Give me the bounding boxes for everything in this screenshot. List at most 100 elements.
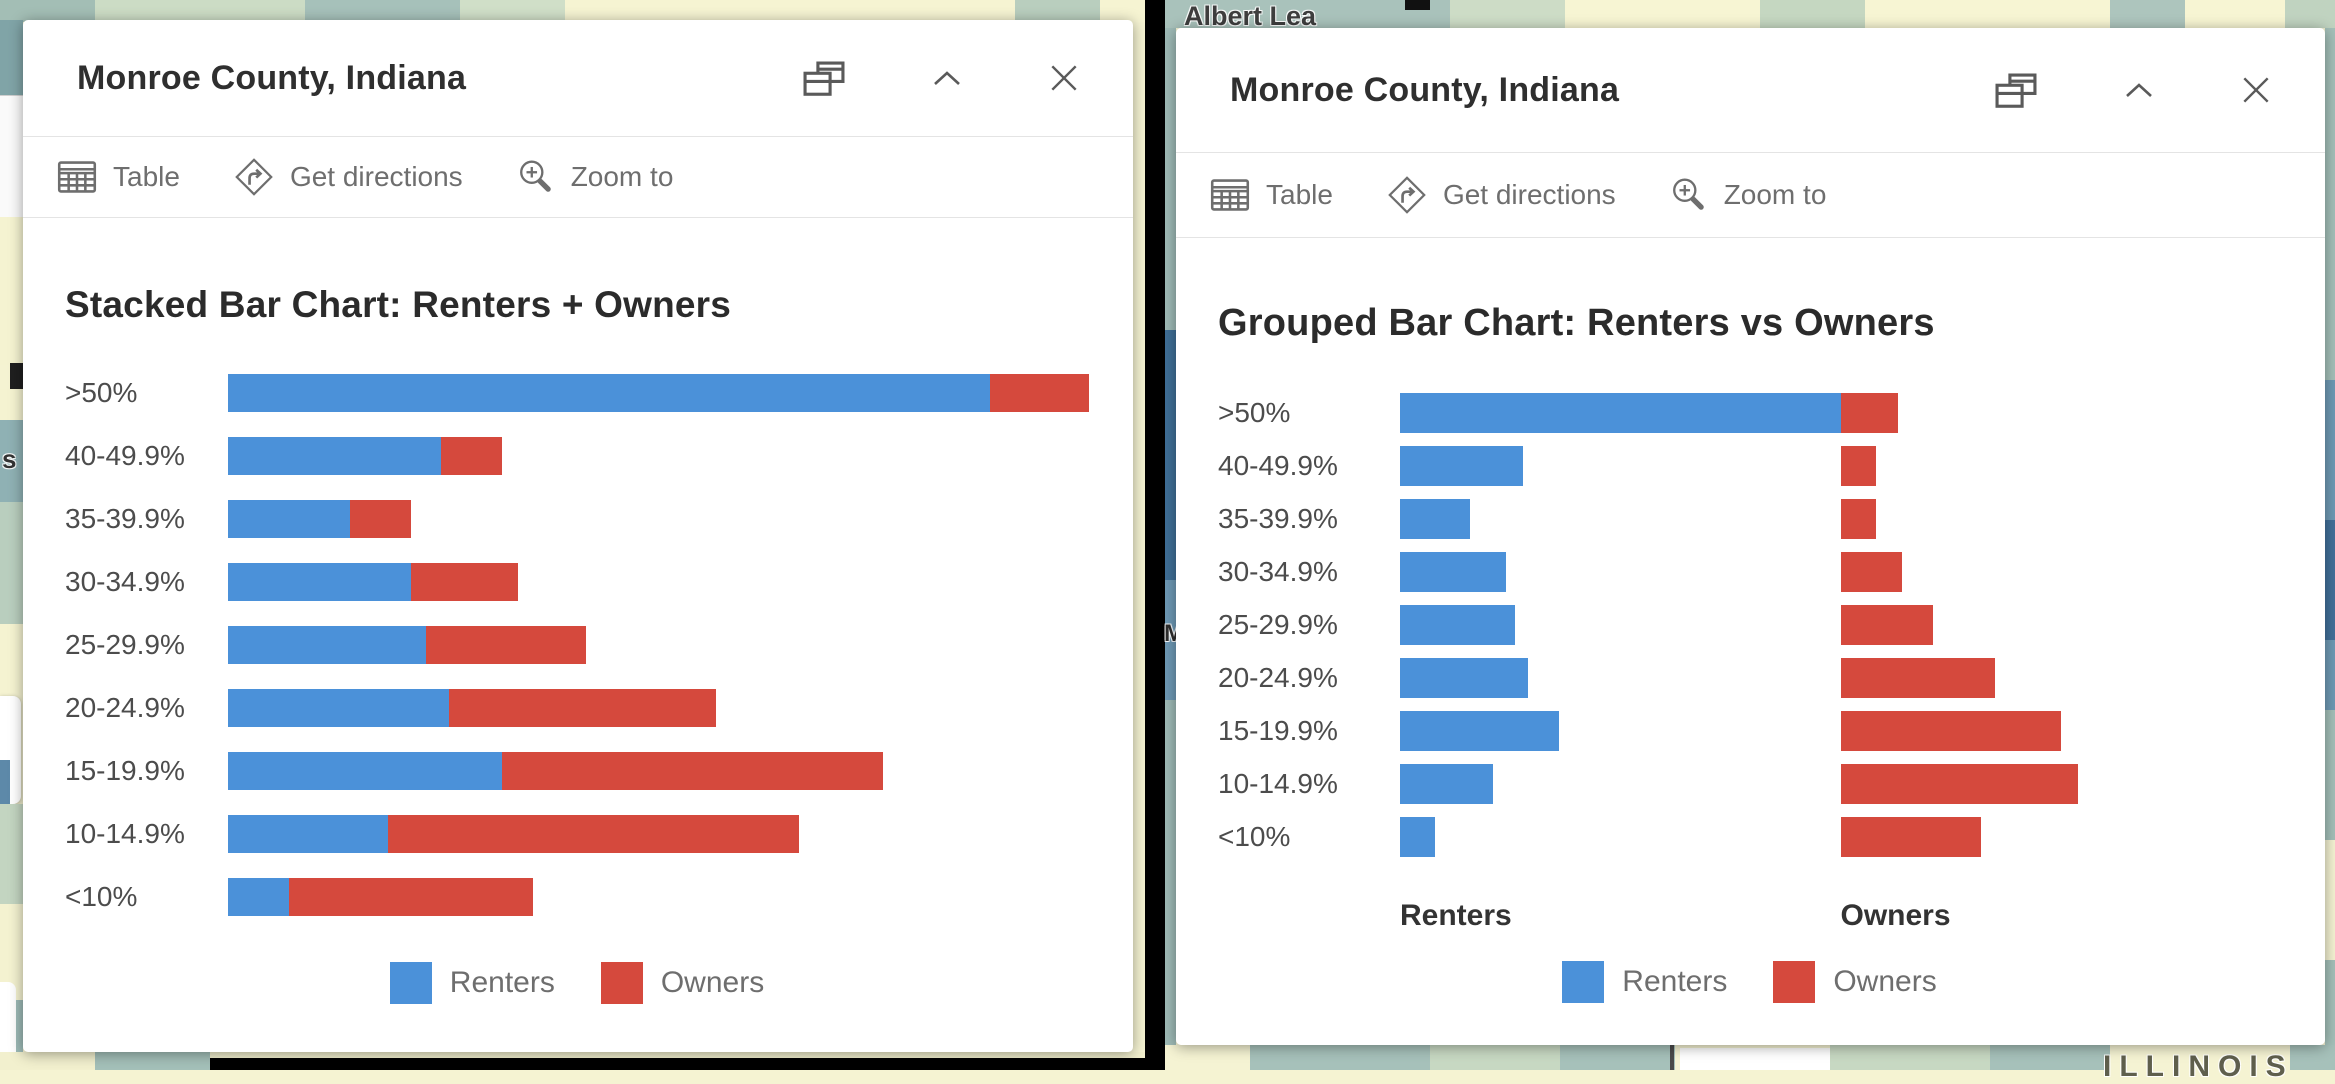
map-patch bbox=[460, 0, 565, 22]
bar-category-label: 15-19.9% bbox=[65, 755, 185, 786]
table-button-label: Table bbox=[113, 161, 180, 192]
bar-track bbox=[228, 689, 1089, 727]
chart-row: 30-34.9% bbox=[65, 563, 1089, 601]
grouped-bar-chart: >50% 40-49.9% 35-39.9% 30-34.9% 25-29.9% 20-2… bbox=[1218, 393, 2281, 857]
map-patch bbox=[2325, 640, 2335, 710]
renters-zone bbox=[1400, 764, 1841, 804]
map-patch bbox=[1990, 1045, 2110, 1070]
map-patch bbox=[0, 420, 23, 502]
bar-segment-renters bbox=[228, 437, 442, 475]
bar-segment-renters bbox=[228, 626, 427, 664]
close-button[interactable] bbox=[1047, 61, 1081, 95]
chart-title: Stacked Bar Chart: Renters + Owners bbox=[65, 284, 732, 325]
dock-icon bbox=[1993, 69, 2039, 111]
legend-swatch-owners bbox=[600, 962, 643, 1004]
owners-zone bbox=[1840, 764, 2282, 804]
bar-track bbox=[228, 374, 1089, 412]
bar-segment-owners bbox=[448, 689, 716, 727]
bar-segment-owners bbox=[989, 374, 1089, 412]
chart-row: 20-24.9% bbox=[1218, 658, 2281, 698]
table-button[interactable]: Table bbox=[57, 159, 180, 195]
owners-column-caption: Owners bbox=[1840, 899, 1951, 932]
chart-row: 25-29.9% bbox=[65, 626, 1089, 664]
bar-segment-owners bbox=[388, 815, 800, 853]
directions-icon bbox=[1387, 175, 1427, 215]
map-patch bbox=[2325, 840, 2335, 960]
collapse-button[interactable] bbox=[931, 69, 963, 87]
bar-renters bbox=[1400, 499, 1471, 539]
get-directions-button[interactable]: Get directions bbox=[234, 157, 463, 197]
bar-category-label: 25-29.9% bbox=[65, 629, 185, 660]
legend-label-owners: Owners bbox=[660, 966, 765, 999]
table-icon bbox=[1210, 177, 1250, 213]
zoom-to-button-label: Zoom to bbox=[570, 161, 674, 192]
get-directions-button[interactable]: Get directions bbox=[1387, 175, 1616, 215]
map-patch bbox=[1430, 1045, 1560, 1070]
dock-button[interactable] bbox=[801, 57, 847, 99]
bar-renters bbox=[1400, 446, 1524, 486]
owners-zone bbox=[1840, 658, 2282, 698]
map-patch bbox=[1565, 0, 1760, 28]
collapse-button[interactable] bbox=[2123, 81, 2155, 99]
bar-segment-renters bbox=[228, 752, 503, 790]
chevron-up-icon bbox=[2123, 81, 2155, 99]
map-patch bbox=[0, 760, 10, 804]
bar-category-label: 30-34.9% bbox=[65, 566, 185, 597]
bar-segment-owners bbox=[502, 752, 884, 790]
table-button[interactable]: Table bbox=[1210, 177, 1333, 213]
bar-renters bbox=[1400, 711, 1559, 751]
bar-category-label: 20-24.9% bbox=[65, 692, 185, 723]
map-patch bbox=[0, 804, 23, 904]
map-patch bbox=[1015, 0, 1100, 22]
zoom-to-button[interactable]: Zoom to bbox=[1670, 176, 1826, 214]
bar-track bbox=[228, 437, 1089, 475]
bar-segment-owners bbox=[410, 563, 518, 601]
chart-legend: Renters Owners bbox=[65, 962, 1089, 1004]
popup-toolbar: Table Get directions Zoom to bbox=[23, 137, 1133, 218]
bar-owners bbox=[1840, 658, 1995, 698]
map-patch bbox=[1450, 0, 1565, 28]
popup-panel-stacked: Monroe County, Indiana bbox=[23, 20, 1133, 1052]
popup-header-actions bbox=[1993, 69, 2273, 111]
bar-category-label: 40-49.9% bbox=[1218, 450, 1338, 481]
map-patch bbox=[1165, 580, 1176, 700]
map-patch bbox=[1865, 0, 2110, 28]
map-patch bbox=[2290, 1045, 2335, 1070]
dock-button[interactable] bbox=[1993, 69, 2039, 111]
background-popup-sliver bbox=[0, 95, 23, 219]
map-patch bbox=[10, 363, 23, 389]
group-captions: Renters Owners bbox=[1218, 899, 2281, 933]
bar-track bbox=[228, 815, 1089, 853]
owners-zone bbox=[1840, 605, 2282, 645]
popup-toolbar: Table Get directions Zoom to bbox=[1176, 153, 2325, 238]
chart-row: 30-34.9% bbox=[1218, 552, 2281, 592]
legend-swatch-owners bbox=[1773, 961, 1816, 1003]
map-patch bbox=[305, 0, 460, 22]
close-button[interactable] bbox=[2239, 73, 2273, 107]
popup-title: Monroe County, Indiana bbox=[1230, 70, 1620, 109]
legend-label-renters: Renters bbox=[449, 966, 555, 999]
bar-category-label: 35-39.9% bbox=[65, 503, 185, 534]
owners-zone bbox=[1840, 499, 2282, 539]
popup-panel-grouped: Monroe County, Indiana bbox=[1176, 28, 2325, 1045]
bar-owners bbox=[1840, 446, 1876, 486]
legend-item-renters: Renters bbox=[389, 962, 555, 1004]
map-patch bbox=[95, 0, 305, 22]
renters-zone bbox=[1400, 499, 1841, 539]
zoom-to-button[interactable]: Zoom to bbox=[517, 158, 674, 196]
map-patch bbox=[2110, 0, 2185, 28]
bar-category-label: 15-19.9% bbox=[1218, 715, 1338, 746]
chart-row: 15-19.9% bbox=[65, 752, 1089, 790]
chart-row: 25-29.9% bbox=[1218, 605, 2281, 645]
bar-category-label: 10-14.9% bbox=[65, 818, 185, 849]
get-directions-button-label: Get directions bbox=[1442, 179, 1616, 210]
owners-zone bbox=[1840, 446, 2282, 486]
legend-swatch-renters bbox=[1562, 961, 1605, 1003]
bar-segment-owners bbox=[441, 437, 503, 475]
popup-content: Grouped Bar Chart: Renters vs Owners >50… bbox=[1176, 238, 2325, 1045]
bar-renters bbox=[1400, 764, 1493, 804]
map-patch bbox=[2285, 0, 2335, 28]
letterbox-bar bbox=[210, 1058, 1145, 1070]
bar-segment-renters bbox=[228, 563, 411, 601]
map-partial-label: s bbox=[2, 444, 17, 474]
